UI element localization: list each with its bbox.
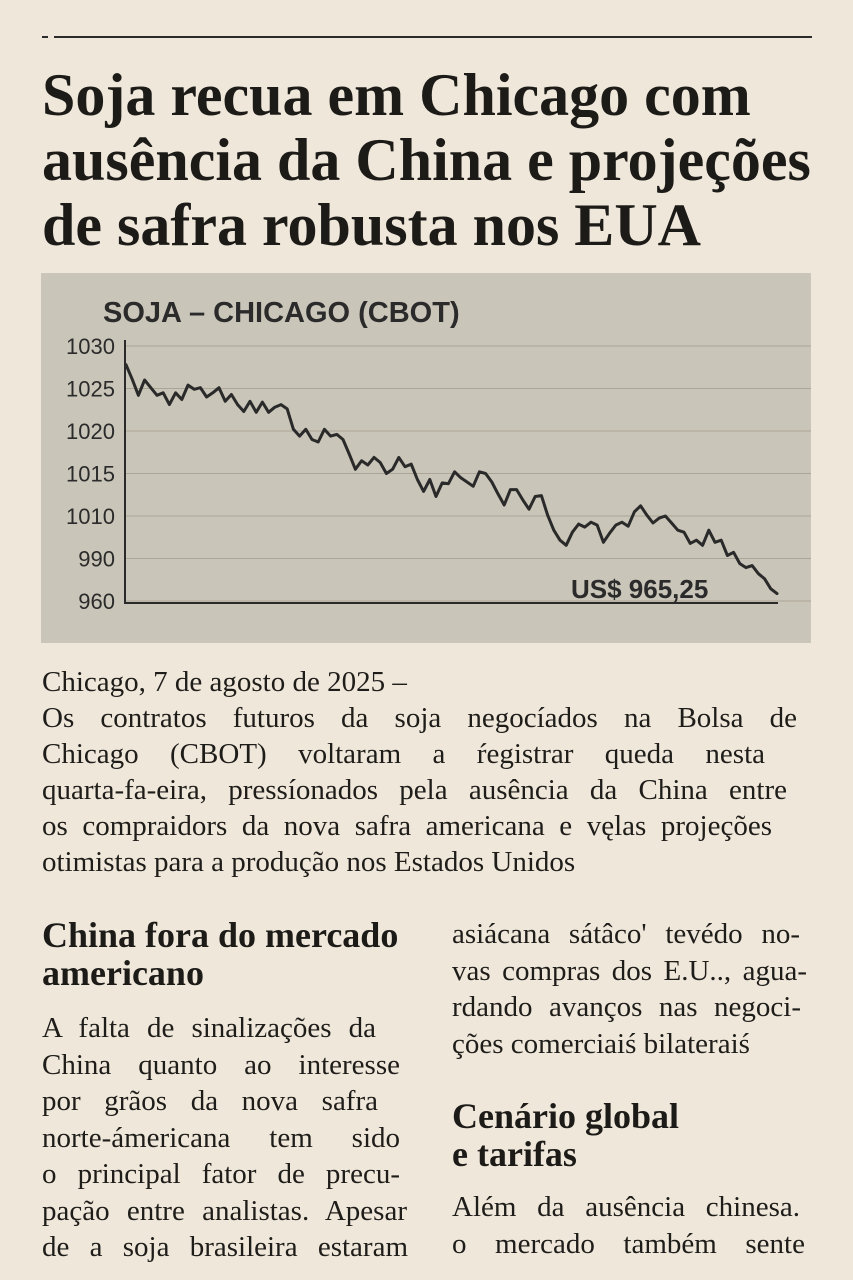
y-tick-label-1010: 1010 xyxy=(66,504,115,529)
section-heading-line: americano xyxy=(42,953,204,993)
body-line: ções comerciaiś bilateraiś xyxy=(452,1027,750,1060)
body-line: A falta de sinalizações da xyxy=(42,1012,376,1044)
lead-line: Os contratos futuros da soja negocíados … xyxy=(42,702,797,734)
section-heading-line: China fora do mercado xyxy=(42,915,399,955)
price-chart-svg: SOJA – CHICAGO (CBOT) 103010251020101510… xyxy=(66,297,811,614)
lead-line: quarta-fa-eira, pressíonados pela ausênc… xyxy=(42,774,787,806)
headline: Soja recua em Chicago com ausência da Ch… xyxy=(42,63,811,258)
price-chart: SOJA – CHICAGO (CBOT) 1030 1025 1020 1015 10… xyxy=(41,273,811,643)
body-line: o mercado também sente xyxy=(452,1227,805,1260)
body-line: asiácana sátâco' tevédo no- xyxy=(452,918,800,950)
top-rule-dash xyxy=(42,36,48,38)
y-tick-labels: 1030 1025 1020 1015 1010 990 960 xyxy=(66,334,115,614)
section-heading-line: e tarifas xyxy=(452,1134,577,1174)
top-rule-line xyxy=(54,36,812,38)
section-heading-china: China fora do mercado americano xyxy=(42,916,398,992)
y-tick-label-960: 960 xyxy=(78,589,115,614)
body-line: por grãos da nova safra xyxy=(42,1085,378,1117)
section-global-body: Além da ausência chinesa. o mercado tamb… xyxy=(452,1189,805,1262)
chart-title: SOJA – CHICAGO (CBOT) xyxy=(103,297,460,329)
lead-line: otimistas para a produção nos Estados Un… xyxy=(42,846,576,878)
y-tick-label-990: 990 xyxy=(78,547,115,572)
section-china-body-col1: A falta de sinalizações da China quanto … xyxy=(42,1010,408,1266)
body-line: o principal fator de precu- xyxy=(42,1158,400,1190)
headline-line: de safra robusta nos EUA xyxy=(42,192,701,258)
series-line xyxy=(124,363,779,596)
body-line: norte-ámericana tem sido xyxy=(42,1121,400,1154)
section-china-body-col2: asiácana sátâco' tevédo no- vas compras … xyxy=(452,916,807,1062)
body-line: pação entre analistas. Apesar xyxy=(42,1194,407,1227)
body-line: vas compras dos E.U.., agua- xyxy=(452,954,807,987)
lead-paragraph: Chicago, 7 de agosto de 2025 – Os contra… xyxy=(42,664,797,880)
headline-line: ausência da China e projeções xyxy=(42,127,811,193)
y-tick-label-1030: 1030 xyxy=(66,334,115,359)
lead-line: Chicago (CBOT) voltaram a ŕegistrar qued… xyxy=(42,738,765,770)
body-line: Além da ausência chinesa. xyxy=(452,1191,800,1223)
section-heading-global: Cenário global e tarifas xyxy=(452,1097,679,1173)
dateline: Chicago, 7 de agosto de 2025 – xyxy=(42,666,407,698)
body-line: de a soja brasileira estaram xyxy=(42,1231,408,1263)
y-tick-label-1015: 1015 xyxy=(66,462,115,487)
body-line: rdando avanços nas negoci- xyxy=(452,991,801,1023)
lead-line: os compraidors da nova safra americana e… xyxy=(42,810,772,842)
last-price-label: US$ 965,25 xyxy=(571,574,708,604)
y-tick-label-1020: 1020 xyxy=(66,419,115,444)
section-heading-line: Cenário global xyxy=(452,1096,680,1136)
chart-gridlines xyxy=(125,345,811,602)
body-line: China quanto ao interesse xyxy=(42,1048,400,1081)
y-tick-label-1025: 1025 xyxy=(66,377,115,402)
headline-line: Soja recua em Chicago com xyxy=(42,62,751,128)
